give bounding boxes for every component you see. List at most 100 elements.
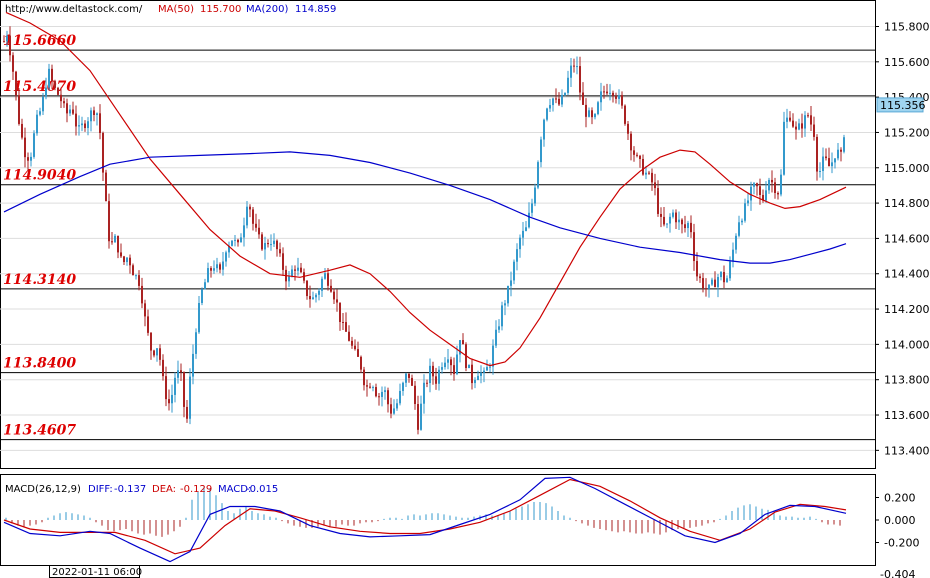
candle-body [315,294,317,298]
candle-body [798,123,800,130]
candle-body [558,98,560,105]
candle-body [591,110,593,118]
candle-body [579,66,581,93]
candle-body [510,280,512,286]
candle-body [507,285,509,304]
candle-body [438,369,440,384]
dea-label: DEA: [152,484,176,495]
candle-body [18,95,20,124]
candle-body [783,121,785,175]
candle-body [156,348,158,356]
candle-body [318,290,320,295]
level-label: 113.8400 [3,356,76,372]
candle-body [3,41,5,43]
candle-body [300,267,302,273]
price-panel-frame [0,0,876,469]
candle-body [354,345,356,350]
candle-body [345,322,347,332]
candle-body [45,87,47,97]
price-tick-label: 114.200 [884,303,930,316]
candle-body [627,123,629,134]
candle-body [429,365,431,384]
candle-body [24,137,26,158]
candle-body [441,367,443,370]
candle-body [831,162,833,167]
candle-body [84,123,86,129]
candle-body [435,376,437,384]
macd-y-axis: 0.200 0.000 -0.200 -0.404 [875,492,919,578]
ma50-value: 115.700 [200,4,241,15]
candle-body [753,183,755,187]
candle-body [12,55,14,72]
macd-label: MACD: [218,484,251,495]
candle-body [147,316,149,333]
candle-body [534,187,536,204]
candle-body [183,372,185,407]
candle-body [324,273,326,279]
ma200-label: MA(200) [246,4,288,15]
candle-body [201,289,203,303]
candle-body [273,240,275,245]
candle-body [87,121,89,129]
price-tick-label: 113.600 [884,409,930,422]
candle-body [168,399,170,404]
candle-body [426,382,428,384]
candle-body [9,35,11,56]
candle-body [123,256,125,263]
candle-body [609,92,611,94]
candle-body [366,385,368,387]
candle-body [744,203,746,221]
candle-body [39,111,41,115]
macd-value: -0.015 [246,484,278,495]
candle-body [264,243,266,250]
candle-body [243,225,245,238]
candle-body [519,237,521,250]
candle-body [594,114,596,118]
candle-body [192,353,194,377]
candle-body [225,252,227,262]
price-tick-label: 115.800 [884,20,930,33]
candle-body [804,115,806,129]
price-tick-label: 113.800 [884,374,930,387]
candle-body [597,102,599,115]
candle-body [30,156,32,161]
macd-params-label: MACD(26,12,9) [5,484,81,495]
candle-body [54,81,56,88]
candle-body [240,237,242,243]
candle-body [654,182,656,189]
time-axis-first-label: 2022-01-11 06:00 [52,567,142,578]
candle-body [795,126,797,130]
candle-body [525,227,527,231]
candle-body [330,285,332,292]
candle-body [765,190,767,201]
candle-body [42,96,44,112]
price-tick-label: 115.200 [884,126,930,139]
candle-body [582,92,584,105]
candle-body [15,71,17,96]
candle-body [639,155,641,159]
candle-body [171,394,173,404]
candle-body [57,87,59,95]
candle-body [234,239,236,241]
candle-body [810,115,812,125]
candle-body [165,376,167,400]
candle-body [768,179,770,191]
candle-body [276,240,278,250]
candle-body [321,278,323,291]
candle-body [372,387,374,389]
price-tick-label: 113.400 [884,444,930,457]
candle-body [480,372,482,376]
candle-body [615,95,617,99]
candle-body [801,123,803,129]
candle-body [312,297,314,300]
candle-body [690,222,692,233]
candle-body [390,404,392,414]
candle-body [129,257,131,266]
candle-body [648,172,650,174]
candle-body [573,65,575,67]
candle-body [780,174,782,195]
dea-value: -0.129 [180,484,212,495]
candle-body [417,404,419,430]
candle-body [408,373,410,378]
diff-value: -0.137 [114,484,146,495]
